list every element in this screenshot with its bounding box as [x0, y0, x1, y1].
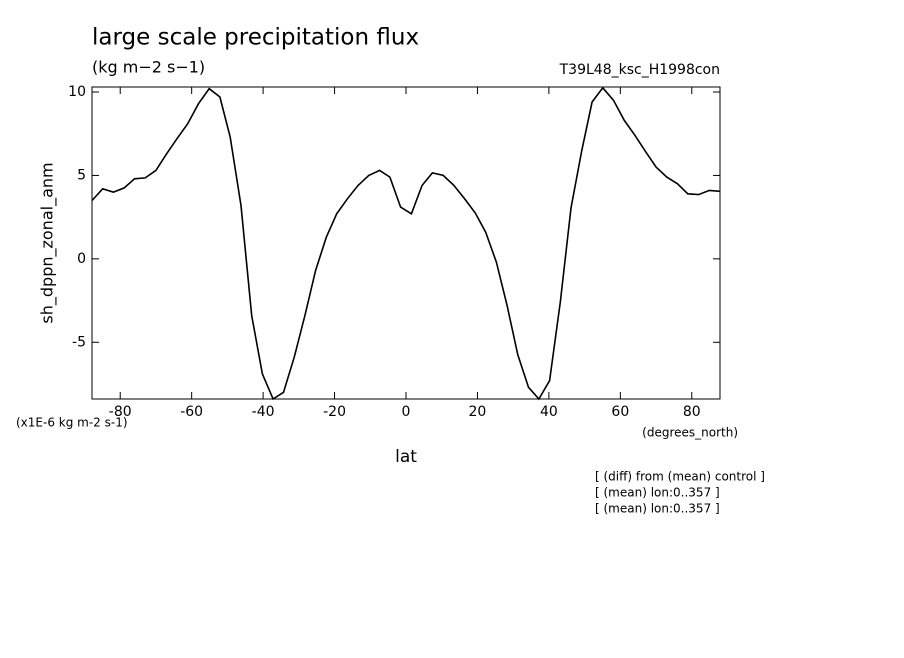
note: [ (diff) from (mean) control ] — [595, 470, 765, 484]
y-tick-label: 5 — [77, 167, 86, 183]
x-tick-label: -40 — [252, 404, 275, 420]
data-line — [91, 86, 721, 401]
y-axis-label: sh_dppn_zonal_anm — [38, 162, 58, 323]
chart-subtitle: (kg m−2 s−1) — [92, 58, 205, 77]
x-tick-label: 60 — [611, 404, 629, 420]
x-tick-label: 20 — [469, 404, 487, 420]
experiment-label: T39L48_ksc_H1998con — [559, 62, 720, 78]
x-tick-label: -60 — [180, 404, 203, 420]
y-tick-label: 10 — [68, 84, 86, 100]
x-tick-label: 80 — [683, 404, 701, 420]
x-tick-label: 0 — [402, 404, 411, 420]
plot-frame — [91, 86, 721, 400]
x-tick-label: 40 — [540, 404, 558, 420]
x-tick-label: -80 — [109, 404, 132, 420]
note: [ (mean) lon:0..357 ] — [595, 502, 720, 516]
chart-title: large scale precipitation flux — [92, 25, 419, 51]
y-tick-label: -5 — [72, 334, 86, 350]
note: [ (mean) lon:0..357 ] — [595, 486, 720, 500]
x-axis-label: lat — [395, 447, 417, 467]
x-units: (degrees_north) — [642, 426, 738, 440]
y-units: (x1E-6 kg m-2 s-1) — [16, 416, 128, 430]
x-tick-label: -20 — [323, 404, 346, 420]
y-tick-label: 0 — [77, 251, 86, 267]
